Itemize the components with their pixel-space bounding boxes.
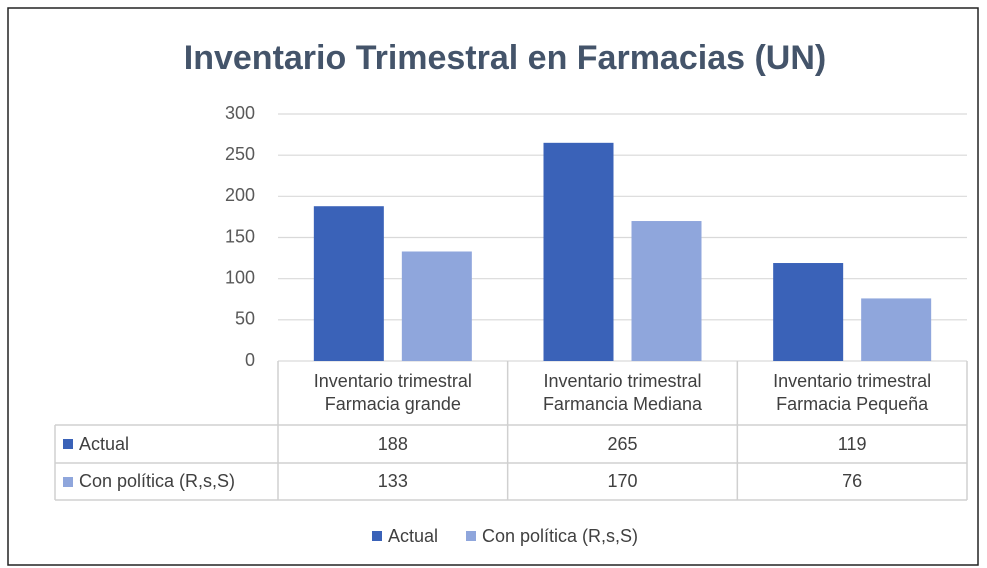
table-swatch <box>63 439 73 449</box>
bar <box>543 142 614 361</box>
legend-swatch <box>465 531 476 541</box>
table-category: Inventario trimestral Farmancia Mediana <box>542 371 703 414</box>
legend-label: Actual <box>387 525 438 546</box>
y-tick-label: 150 <box>225 226 255 246</box>
chart-title: Inventario Trimestral en Farmacias (UN) <box>184 39 826 77</box>
y-tick-label: 250 <box>225 144 255 164</box>
table-series-name: Actual <box>79 433 130 454</box>
y-tick-label: 300 <box>225 103 255 123</box>
y-tick-label: 0 <box>245 350 255 370</box>
table-value: 133 <box>377 471 408 491</box>
legend: Actual Con política (R,s,S) <box>0 522 987 550</box>
y-tick-label: 50 <box>235 309 255 329</box>
table-value: 170 <box>607 471 638 491</box>
legend-item: Actual <box>371 525 438 547</box>
bar <box>631 221 702 361</box>
table-category: Inventario trimestral Farmacia grande <box>313 371 472 414</box>
table-value: 76 <box>842 471 863 491</box>
legend-swatch <box>371 531 382 541</box>
y-tick-label: 100 <box>225 267 255 287</box>
legend-label: Con política (R,s,S) <box>481 525 639 546</box>
bar <box>773 263 844 361</box>
bar <box>313 206 384 361</box>
table-series-key: Actual <box>63 425 129 463</box>
bar <box>401 251 472 361</box>
table-swatch <box>63 476 73 487</box>
y-tick-label: 200 <box>225 185 255 205</box>
table-series-key: Con política (R,s,S) <box>63 463 235 500</box>
table-value: 188 <box>377 433 408 454</box>
table-series-name: Con política (R,s,S) <box>79 471 236 491</box>
table-value: 265 <box>607 433 638 454</box>
table-category: Inventario trimestral Farmacia Pequeña <box>773 371 932 414</box>
legend-item: Con política (R,s,S) <box>465 525 639 547</box>
table-value: 119 <box>837 433 867 454</box>
bar <box>861 298 932 361</box>
